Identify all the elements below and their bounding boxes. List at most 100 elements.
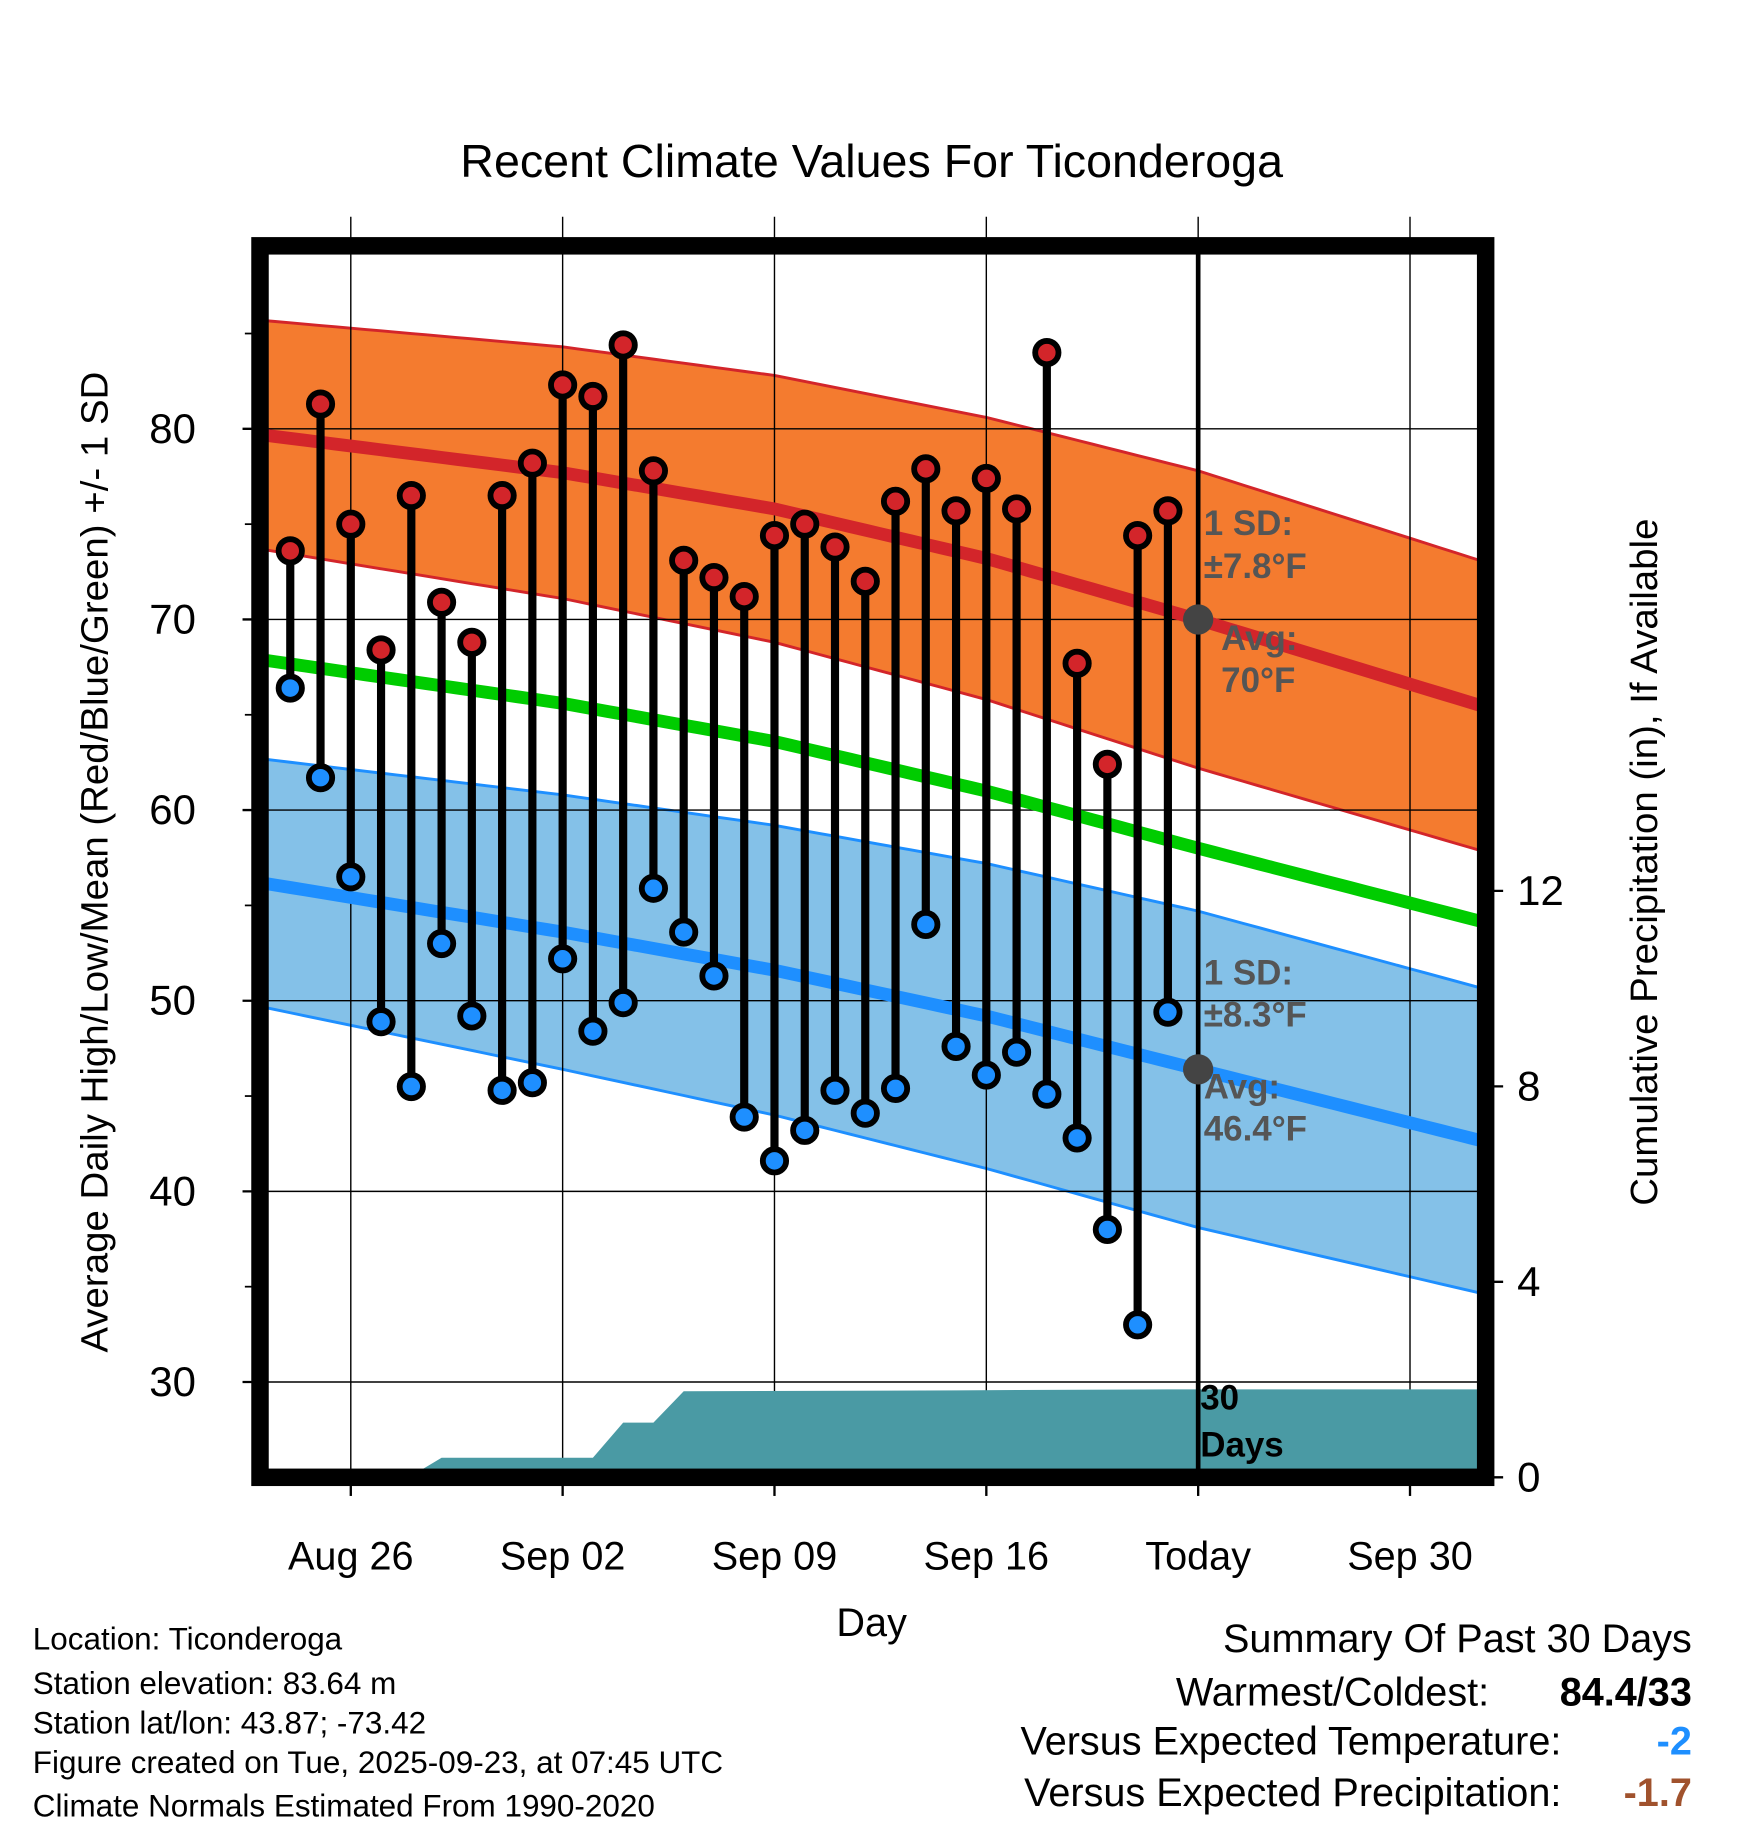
obs-high-point: [1123, 521, 1153, 551]
obs-low-point: [366, 1007, 396, 1037]
obs-high-point: [971, 463, 1001, 493]
obs-low-point: [941, 1031, 971, 1062]
obs-low-point: [971, 1060, 1001, 1090]
obs-low-point: [548, 944, 578, 974]
y-tick-label: 60: [149, 786, 196, 833]
obs-high-point: [911, 454, 941, 484]
y2-axis-label: Cumulative Precipitation (in), If Availa…: [1623, 519, 1666, 1206]
obs-low-point: [1153, 997, 1183, 1027]
obs-high-point: [487, 480, 517, 511]
y2-tick-label: 4: [1517, 1258, 1540, 1305]
low-sd-value: ±8.3°F: [1204, 995, 1307, 1034]
low-sd-band-upper-edge: [259, 757, 1487, 991]
obs-low-point: [608, 988, 638, 1018]
summary-precip-value: -1.7: [1624, 1771, 1692, 1815]
x-tick-label: Sep 02: [500, 1534, 626, 1578]
obs-high-point: [548, 370, 578, 400]
obs-high-point: [1002, 494, 1032, 524]
x-tick-label: Sep 09: [712, 1534, 838, 1578]
low-sd-band-lower-edge: [259, 1005, 1486, 1296]
summary-warmest-label: Warmest/Coldest:: [1176, 1671, 1489, 1715]
x-tick-label: Today: [1145, 1534, 1251, 1578]
obs-low-point: [1032, 1079, 1062, 1109]
obs-high-point: [880, 486, 911, 516]
x-tick-label: Aug 26: [288, 1534, 414, 1578]
obs-low-point: [427, 928, 457, 959]
obs-high-point: [578, 381, 608, 411]
obs-high-point: [366, 635, 396, 665]
obs-low-point: [669, 917, 699, 947]
y-tick-label: 80: [149, 405, 196, 452]
obs-high-point: [729, 582, 759, 612]
obs-high-point: [1062, 648, 1092, 678]
obs-low-point: [517, 1068, 547, 1098]
obs-high-point: [396, 480, 426, 511]
summary-warmest-value: 84.4/33: [1560, 1671, 1692, 1715]
y-tick-label: 40: [149, 1167, 196, 1214]
obs-low-point: [1092, 1214, 1122, 1245]
obs-high-point: [850, 566, 880, 596]
obs-low-point: [396, 1071, 426, 1102]
obs-low-point: [336, 862, 366, 892]
footer-location: Location: Ticonderoga: [33, 1622, 343, 1657]
y2-tick-label: 12: [1517, 867, 1564, 914]
obs-low-point: [850, 1098, 880, 1128]
low-avg-value: 46.4°F: [1204, 1110, 1307, 1149]
obs-low-point: [1123, 1310, 1153, 1340]
obs-high-point: [1153, 496, 1183, 526]
obs-low-point: [487, 1075, 517, 1105]
obs-high-point: [608, 330, 638, 360]
y-tick-label: 70: [149, 595, 196, 642]
footer-elevation: Station elevation: 83.64 m: [33, 1666, 397, 1701]
footer-normals: Climate Normals Estimated From 1990-2020: [33, 1788, 655, 1823]
plot-frame: [251, 237, 1495, 1487]
high-sd-label: 1 SD:: [1204, 504, 1293, 543]
obs-high-point: [336, 509, 366, 539]
obs-low-point: [699, 961, 729, 991]
y-tick-label: 50: [149, 977, 196, 1024]
high-avg-value: 70°F: [1221, 661, 1295, 700]
obs-high-point: [305, 389, 336, 419]
obs-low-point: [305, 763, 336, 793]
y2-tick-label: 8: [1517, 1062, 1540, 1109]
obs-high-point: [457, 627, 487, 657]
obs-low-point: [911, 909, 941, 940]
footer-info: Location: Ticonderoga Station elevation:…: [33, 1622, 723, 1824]
obs-high-point: [275, 536, 305, 566]
obs-low-point: [729, 1102, 759, 1132]
obs-low-point: [578, 1016, 608, 1046]
high-sd-band-upper-edge: [259, 318, 1487, 564]
today-low-avg-marker: [1183, 1054, 1214, 1085]
obs-high-point: [1032, 338, 1062, 368]
obs-low-point: [880, 1073, 911, 1103]
precip-area: [260, 1389, 1486, 1478]
normal-mean-line: [259, 653, 1488, 929]
obs-high-point: [517, 448, 547, 478]
summary-panel: Summary Of Past 30 Days Warmest/Coldest:…: [1020, 1617, 1691, 1815]
high-sd-value: ±7.8°F: [1204, 547, 1307, 586]
chart-title: Recent Climate Values For Ticonderoga: [460, 135, 1283, 187]
summary-precip-label: Versus Expected Precipitation:: [1024, 1771, 1561, 1815]
obs-low-point: [790, 1115, 820, 1145]
obs-low-point: [820, 1075, 850, 1105]
today-high-avg-marker: [1183, 604, 1214, 635]
low-avg-label: Avg:: [1204, 1068, 1280, 1107]
y2-tick-label: 0: [1517, 1453, 1540, 1500]
low-sd-label: 1 SD:: [1204, 953, 1293, 992]
obs-high-point: [427, 587, 457, 617]
obs-low-point: [275, 673, 305, 703]
footer-created: Figure created on Tue, 2025-09-23, at 07…: [33, 1745, 723, 1780]
y-axis-label: Average Daily High/Low/Mean (Red/Blue/Gr…: [73, 372, 116, 1353]
normal-low-line: [258, 876, 1488, 1149]
summary-title: Summary Of Past 30 Days: [1223, 1617, 1692, 1661]
summary-temp-label: Versus Expected Temperature:: [1020, 1720, 1561, 1764]
obs-high-point: [669, 545, 699, 575]
obs-low-point: [1062, 1123, 1092, 1153]
obs-high-point: [941, 496, 971, 526]
obs-low-point: [638, 873, 668, 903]
precip-days-label-2: Days: [1200, 1425, 1284, 1464]
high-avg-label: Avg:: [1221, 619, 1297, 658]
high-sd-band-lower-edge: [259, 547, 1487, 854]
obs-low-point: [759, 1146, 790, 1176]
